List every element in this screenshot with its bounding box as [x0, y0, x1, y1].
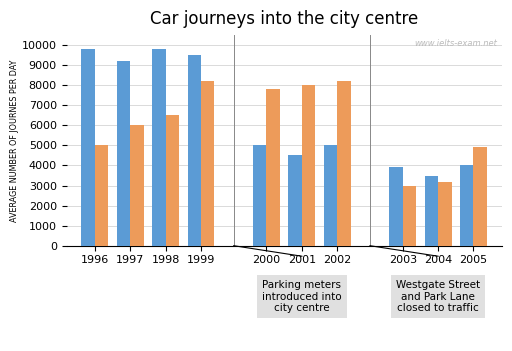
Bar	[302, 85, 315, 246]
Bar	[95, 145, 109, 246]
Text: Westgate Street
and Park Lane
closed to traffic: Westgate Street and Park Lane closed to …	[396, 280, 480, 313]
Bar	[288, 155, 302, 246]
Bar	[165, 115, 179, 246]
Bar	[424, 176, 438, 246]
Bar	[324, 145, 337, 246]
Title: Car journeys into the city centre: Car journeys into the city centre	[150, 10, 418, 28]
Text: www.ielts-exam.net: www.ielts-exam.net	[415, 39, 498, 48]
Bar	[152, 49, 165, 246]
Bar	[460, 165, 474, 246]
Bar	[81, 49, 95, 246]
Bar	[403, 186, 416, 246]
Text: Parking meters
introduced into
city centre: Parking meters introduced into city cent…	[262, 280, 342, 313]
Bar	[266, 89, 280, 246]
Bar	[201, 81, 215, 246]
Y-axis label: AVERAGE NUMBER OF JOURNES PER DAY: AVERAGE NUMBER OF JOURNES PER DAY	[10, 59, 19, 221]
Bar	[337, 81, 351, 246]
Bar	[117, 61, 130, 246]
Bar	[187, 55, 201, 246]
Bar	[253, 145, 266, 246]
Bar	[438, 181, 452, 246]
Bar	[130, 125, 144, 246]
Bar	[389, 167, 403, 246]
Bar	[474, 147, 487, 246]
